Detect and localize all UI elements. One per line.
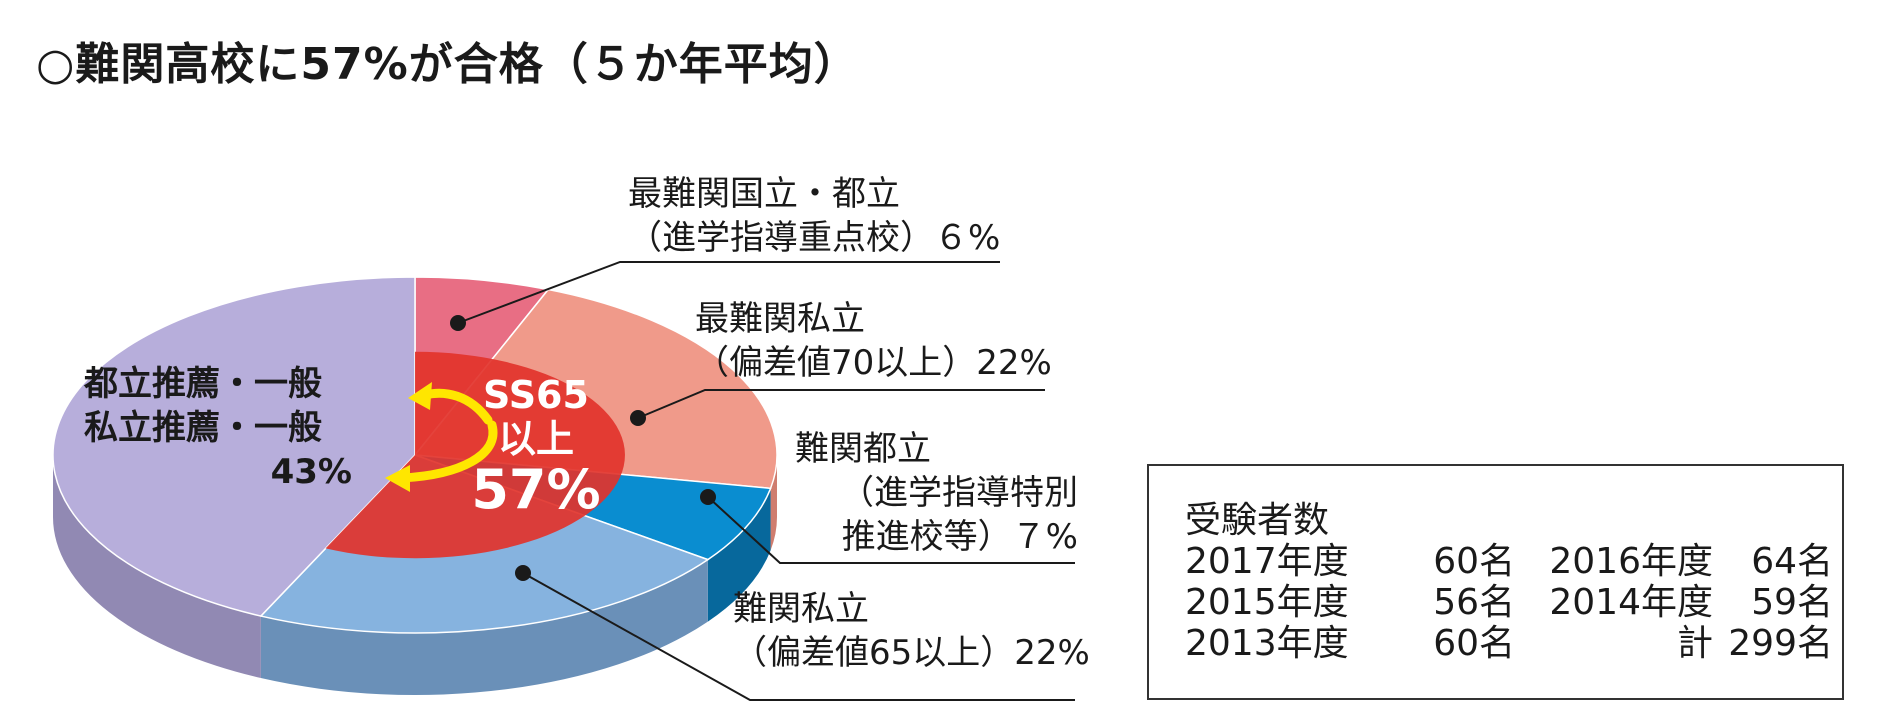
stats-box: 受験者数 2017年度 60名 2016年度 64名 2015年度 56名 20… [1147,464,1844,700]
stats-cell: 64名 [1751,541,1833,582]
leader-line-0 [457,261,1000,324]
pie-sides [53,455,777,695]
arrow-lower-head [385,465,410,492]
slice-label-3: 難関私立 [733,589,869,629]
ss65-highlight [325,351,625,559]
stats-row: 2015年度 56名 2014年度 59名 [1185,582,1833,623]
stats-cell: 56名 [1433,582,1515,623]
slice-label-3: （偏差値65以上）22% [733,633,1090,673]
leader-line-2 [707,496,1075,564]
arrow-upper-head [408,382,432,410]
arrow-lower [397,420,498,483]
stats-cell: 2013年度 [1185,623,1349,664]
stats-row: 2017年度 60名 2016年度 64名 [1185,541,1833,582]
slice-label-4: 43% [271,452,352,492]
leader-dot-0 [450,315,466,331]
leader-dot-2 [700,489,716,505]
leader-line-1 [637,389,1045,419]
page-title: ○難関高校に57%が合格（５か年平均） [36,39,859,90]
stats-cell: 2016年度 [1549,541,1713,582]
stats-cell: 計 [1676,623,1713,664]
center-label-value: 57% [471,458,600,521]
leader-dot-3 [515,565,531,581]
slice-label-1: （偏差値70以上）22% [695,343,1052,383]
slice-label-4: 都立推薦・一般 [83,364,322,404]
slice-label-2: 難関都立 [795,429,931,469]
slice-label-0: （進学指導重点校）６% [628,218,1000,258]
slice-label-1: 最難関私立 [695,299,865,339]
slice-label-2: （進学指導特別 [840,473,1078,513]
leader-dot-1 [630,410,646,426]
stats-cell: 2017年度 [1185,541,1349,582]
pie-side-2 [707,488,771,622]
stats-cell: 299名 [1728,623,1833,664]
leader-lines [450,261,1075,701]
slice-label-0: 最難関国立・都立 [628,174,900,214]
center-label-line1: SS65 [483,373,589,417]
center-label-line2: 以上 [498,417,574,461]
stats-cell: 60名 [1433,541,1515,582]
pie-side-3 [260,559,708,695]
pie-slice-4 [52,276,416,617]
center-label: SS65 以上 57% [471,373,600,521]
stats-cell: 60名 [1433,623,1515,664]
stats-heading: 受験者数 [1185,500,1330,541]
leader-line-3 [522,572,1075,701]
stats-cell: 2014年度 [1549,582,1713,623]
slice-label-2: 推進校等）７% [842,517,1078,557]
pie-side-4 [53,455,261,679]
stats-cell: 59名 [1751,582,1833,623]
stats-row: 2013年度 60名 計 299名 [1185,623,1833,664]
pie-side-1 [770,455,777,551]
stats-cell: 2015年度 [1185,582,1349,623]
slice-labels: 最難関国立・都立（進学指導重点校）６% 最難関私立（偏差値70以上）22% 難関都立… [83,174,1090,673]
slice-label-4: 私立推薦・一般 [84,408,322,448]
